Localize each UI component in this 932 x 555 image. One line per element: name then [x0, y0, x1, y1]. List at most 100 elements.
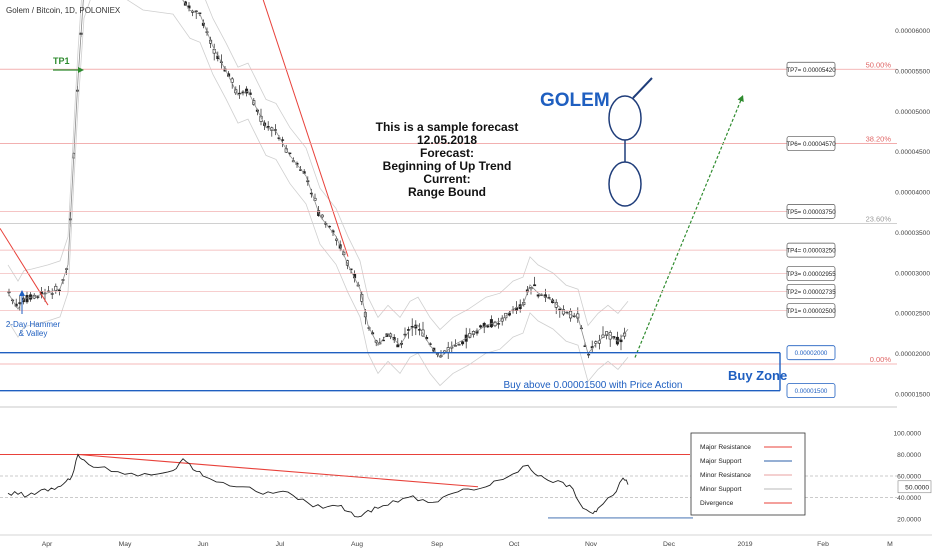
- oscillator-legend: Major Resistance Major Support Minor Resis…: [690, 432, 806, 516]
- oscillator-y-axis: 100.0000 80.0000 60.0000 40.0000 20.0000 50.0…: [893, 431, 932, 524]
- candle-body: [619, 339, 623, 343]
- x-tick-label: M: [887, 541, 893, 548]
- x-tick-label: Feb: [817, 541, 829, 548]
- fib-level-label: 0.00%: [870, 355, 892, 364]
- candle-body: [479, 325, 483, 328]
- divergence-line: [77, 453, 479, 488]
- oscillator-tick-label: 100.0000: [893, 431, 921, 438]
- price-line: [7, 0, 629, 387]
- projection-arrowhead: [737, 95, 744, 103]
- hammer-arrowhead: [19, 290, 25, 296]
- oscillator-pane: Major Resistance Major Support Minor Resis…: [0, 432, 897, 519]
- overlays: [0, 0, 781, 392]
- price-tick-label: 0.00004000: [895, 190, 930, 197]
- fib-level-label: 50.00%: [866, 60, 892, 69]
- oscillator-series-line: [7, 453, 629, 518]
- candle-body: [36, 296, 40, 298]
- price-tick-label: 0.00002000: [895, 351, 930, 358]
- candle-body: [558, 308, 562, 311]
- candle-body: [18, 302, 22, 304]
- zone-box-label: 0.00002000: [795, 350, 828, 357]
- candle-body: [533, 284, 537, 287]
- candle-body: [198, 12, 202, 14]
- x-tick-label: May: [119, 541, 132, 548]
- candle-body: [461, 341, 465, 345]
- logo-antenna: [632, 77, 653, 99]
- x-tick-label: 2019: [737, 541, 752, 548]
- candle-body: [50, 293, 54, 295]
- hammer-label-2: & Valley: [19, 329, 48, 338]
- legend-entry-label: Major Support: [700, 458, 742, 465]
- price-y-axis: 0.000065000.000060000.000055000.00005000…: [895, 28, 930, 398]
- candle-body: [194, 10, 198, 12]
- fib-level-label: 23.60%: [866, 214, 892, 223]
- oscillator-tick-label: 20.0000: [897, 517, 921, 524]
- band-upper: [7, 0, 629, 331]
- oscillator-tick-label: 40.0000: [897, 495, 921, 502]
- target-box: [786, 136, 836, 151]
- target-box: [786, 204, 836, 219]
- oscillator-line: [7, 453, 629, 518]
- candle-body: [576, 313, 580, 319]
- forecast-line-2: 12.05.2018: [417, 133, 477, 147]
- zone-box: [786, 383, 836, 399]
- candle-body: [273, 129, 277, 131]
- candle-body: [259, 115, 263, 122]
- x-tick-label: Nov: [585, 541, 598, 548]
- candle-body: [7, 291, 11, 294]
- x-tick-label: Apr: [42, 541, 53, 548]
- candle-body: [403, 333, 407, 336]
- legend-entry-label: Minor Resistance: [700, 472, 751, 479]
- candle-body: [320, 214, 324, 218]
- target-box: [786, 283, 836, 299]
- current-value-label: 50.0000: [905, 484, 929, 491]
- forecast-line-6: Range Bound: [408, 185, 486, 199]
- price-tick-label: 0.00004500: [895, 149, 930, 156]
- price-tick-label: 0.00005500: [895, 68, 930, 75]
- price-tick-label: 0.00001500: [895, 391, 930, 398]
- projection-arrow-line: [634, 94, 744, 358]
- forecast-note: This is a sample forecast 12.05.2018 For…: [376, 120, 519, 199]
- hammer-annotation: 2-Day Hammer & Valley: [6, 290, 61, 338]
- price-pane: 61.80%50.00%38.20%23.60%0.00% TP8= 0.000…: [0, 0, 897, 399]
- symbol-title: Golem / Bitcoin, 1D, POLONIEX: [6, 6, 121, 15]
- candle-body: [237, 92, 241, 95]
- fib-level-label: 38.20%: [866, 135, 892, 144]
- x-tick-label: Sep: [431, 541, 443, 548]
- target-box: [786, 303, 836, 319]
- legend-entry-label: Divergence: [700, 500, 734, 507]
- candle-body: [587, 353, 591, 356]
- time-x-axis: Apr May Jun Jul Aug Sep Oct Nov Dec 2019 Feb M: [0, 534, 932, 548]
- price-tick-label: 0.00003000: [895, 270, 930, 277]
- candle-body: [497, 323, 501, 325]
- target-box: [786, 242, 836, 258]
- candle-body: [536, 294, 540, 297]
- candle-body: [25, 295, 29, 303]
- x-tick-label: Aug: [351, 541, 363, 548]
- price-tick-label: 0.00003500: [895, 230, 930, 237]
- candle-body: [57, 289, 61, 292]
- x-tick-label: Dec: [663, 541, 676, 548]
- legend-entry-label: Major Resistance: [700, 444, 751, 451]
- x-tick-label: Jul: [276, 541, 285, 548]
- early-resistance-line: [0, 228, 49, 306]
- candle-body: [266, 126, 270, 128]
- forecast-line-1: This is a sample forecast: [376, 120, 519, 134]
- price-tick-label: 0.00006000: [895, 28, 930, 35]
- hammer-label-1: 2-Day Hammer: [6, 320, 61, 329]
- golem-logo: GOLEM: [540, 77, 653, 207]
- target-box: [786, 266, 836, 281]
- candle-body: [453, 345, 457, 347]
- target-label: TP4= 0.00003250: [786, 248, 836, 255]
- price-tick-label: 0.00002500: [895, 311, 930, 318]
- resistance-trendline: [262, 0, 349, 257]
- target-label: TP5= 0.00003750: [786, 209, 836, 216]
- target-label: TP3= 0.00002955: [786, 271, 836, 278]
- tp1-arrowhead: [78, 67, 84, 73]
- candle-body: [457, 344, 461, 346]
- forecast-line-4: Beginning of Up Trend: [383, 159, 512, 173]
- candle-body: [486, 325, 490, 328]
- price-tick-label: 0.00005000: [895, 109, 930, 116]
- brand-name: GOLEM: [540, 90, 610, 111]
- candle-body: [410, 326, 414, 328]
